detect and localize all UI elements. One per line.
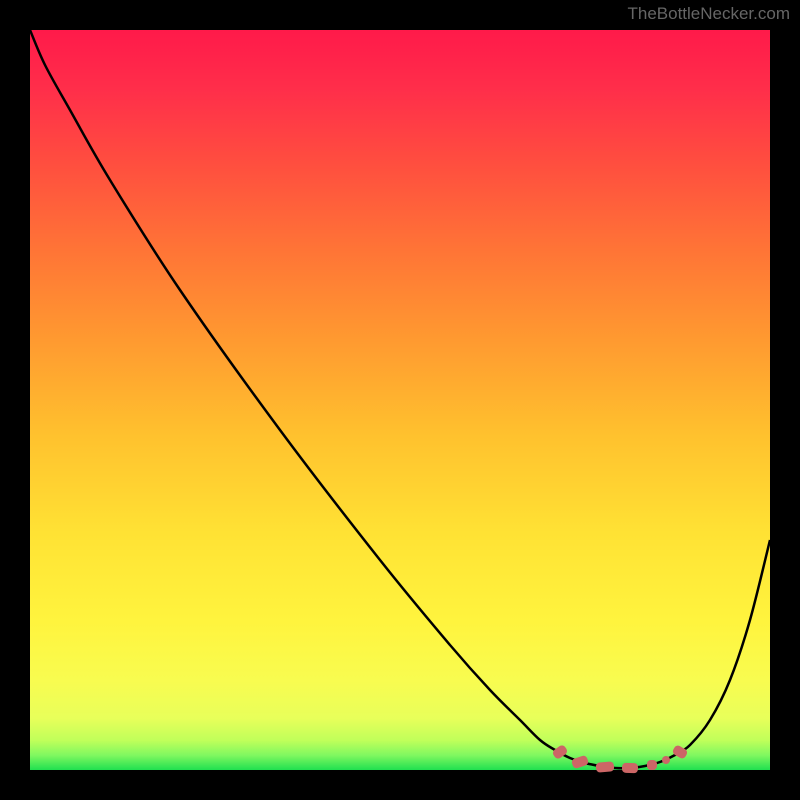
chart-curve [30,30,770,770]
bottleneck-marker [596,761,615,773]
bottleneck-marker [662,756,670,764]
bottleneck-marker [622,763,638,774]
attribution-text: TheBottleNecker.com [627,4,790,24]
chart-plot-area [30,30,770,770]
bottleneck-marker [647,760,657,770]
